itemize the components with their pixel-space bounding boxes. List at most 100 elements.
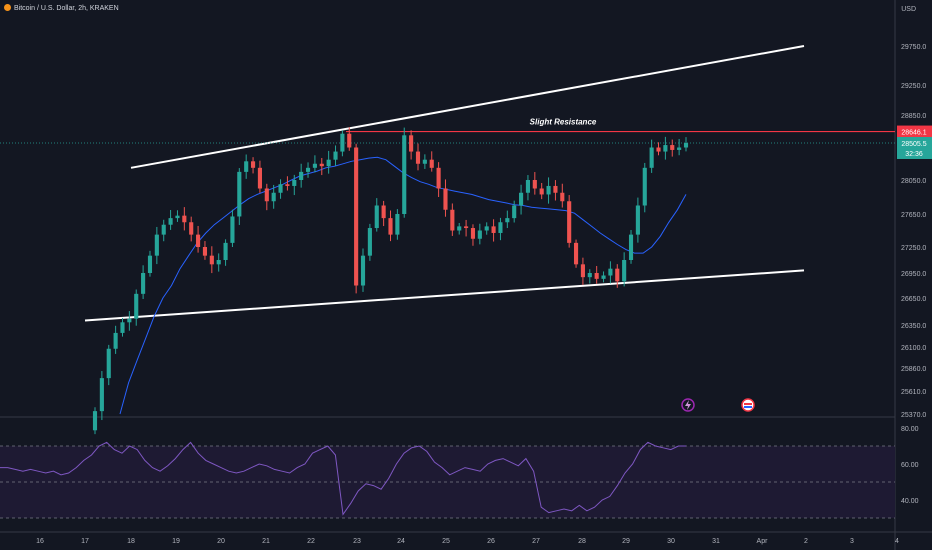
candle-body bbox=[134, 293, 139, 319]
candle bbox=[642, 162, 647, 213]
candle-body bbox=[429, 159, 434, 168]
candle bbox=[202, 241, 208, 260]
candle bbox=[457, 222, 462, 235]
candle-body bbox=[608, 268, 613, 276]
candle-body bbox=[663, 145, 668, 152]
candle-body bbox=[99, 378, 104, 412]
rsi-axis[interactable]: 80.00 60.00 40.00 bbox=[901, 426, 919, 505]
candle bbox=[333, 145, 338, 166]
candle-body bbox=[519, 192, 524, 206]
candle-body bbox=[381, 205, 386, 219]
candle bbox=[250, 157, 256, 174]
flag-icon-stripe bbox=[744, 406, 752, 408]
candle bbox=[683, 137, 689, 152]
candle-body bbox=[464, 226, 469, 229]
candle bbox=[663, 136, 668, 160]
last-price-label-bg bbox=[897, 136, 932, 159]
flag-event-marker bbox=[741, 398, 755, 412]
time-tick-label: 4 bbox=[895, 538, 899, 545]
candle-body bbox=[649, 147, 654, 168]
candle-body bbox=[587, 273, 592, 278]
candle bbox=[539, 182, 544, 200]
candle-body bbox=[532, 180, 537, 189]
candle-body bbox=[622, 260, 627, 282]
candle bbox=[120, 317, 125, 337]
candle bbox=[498, 217, 503, 241]
candle-body bbox=[360, 255, 366, 286]
candle bbox=[381, 200, 386, 227]
candle-body bbox=[367, 228, 372, 256]
time-tick-label: 29 bbox=[622, 538, 630, 545]
time-tick-label: 26 bbox=[487, 538, 495, 545]
candle-body bbox=[299, 171, 304, 180]
candle bbox=[635, 197, 640, 243]
candle bbox=[168, 210, 173, 230]
flag-icon-stripe bbox=[744, 403, 752, 405]
candle bbox=[367, 223, 372, 261]
candle-body bbox=[189, 222, 194, 235]
candle bbox=[484, 222, 489, 235]
event-markers[interactable] bbox=[681, 398, 755, 412]
rsi-line bbox=[0, 441, 686, 516]
candle-body bbox=[415, 151, 421, 164]
rsi-tick-label: 80.00 bbox=[901, 426, 919, 433]
candle bbox=[395, 209, 400, 240]
candle bbox=[292, 174, 297, 196]
time-tick-label: 28 bbox=[578, 538, 586, 545]
candle-body bbox=[347, 133, 352, 148]
candle bbox=[196, 225, 201, 253]
candle-body bbox=[154, 234, 159, 256]
candle bbox=[237, 168, 242, 225]
price-tick-label: 28850.0 bbox=[901, 113, 926, 120]
trendlines[interactable] bbox=[84, 45, 805, 322]
price-tick-label: 28050.0 bbox=[901, 178, 926, 185]
candle-body bbox=[422, 159, 427, 164]
candle bbox=[175, 210, 180, 222]
candle-body bbox=[580, 264, 585, 278]
chart-header: Bitcoin / U.S. Dollar, 2h, KRAKEN bbox=[4, 4, 119, 12]
candle bbox=[560, 183, 565, 208]
bitcoin-icon bbox=[4, 4, 11, 11]
candle-body bbox=[182, 215, 187, 223]
candle-body bbox=[409, 135, 414, 152]
last-price-label: 28505.5 32:36 bbox=[897, 136, 932, 159]
price-tick-label: 27250.0 bbox=[901, 245, 926, 252]
candle-body bbox=[278, 184, 283, 193]
resistance-line[interactable]: Slight Resistance bbox=[0, 118, 895, 144]
candle-body bbox=[457, 226, 462, 231]
candle-body bbox=[285, 184, 290, 186]
candle bbox=[525, 175, 531, 201]
candle bbox=[285, 176, 290, 191]
candle-body bbox=[677, 147, 682, 150]
candle bbox=[436, 162, 441, 197]
candle-body bbox=[594, 273, 599, 279]
rsi-tick-label: 60.00 bbox=[901, 462, 919, 469]
candle bbox=[305, 162, 311, 178]
candle bbox=[594, 265, 599, 284]
candle-body bbox=[250, 161, 256, 168]
candle bbox=[141, 265, 146, 299]
rsi-band bbox=[0, 445, 895, 519]
price-axis[interactable]: 29750.0 29250.0 28850.0 28050.0 27650.0 27250… bbox=[897, 44, 932, 419]
candle bbox=[244, 154, 249, 179]
time-tick-label: 17 bbox=[81, 538, 89, 545]
candle bbox=[127, 311, 132, 331]
candle-body bbox=[470, 228, 476, 239]
candle bbox=[182, 207, 187, 231]
time-tick-label: 23 bbox=[353, 538, 361, 545]
candle-body bbox=[402, 135, 407, 214]
candle-body bbox=[244, 161, 249, 172]
price-tick-label: 26650.0 bbox=[901, 296, 926, 303]
candle bbox=[464, 219, 469, 237]
candle bbox=[615, 264, 620, 288]
candle-body bbox=[271, 192, 276, 202]
candle-body bbox=[484, 226, 489, 231]
candle-body bbox=[395, 214, 400, 235]
candle bbox=[622, 252, 627, 287]
time-tick-label: 27 bbox=[532, 538, 540, 545]
candle bbox=[628, 230, 634, 264]
time-tick-label: 20 bbox=[217, 538, 225, 545]
candle bbox=[264, 183, 269, 211]
time-axis[interactable]: 16 17 18 19 20 21 22 23 24 25 26 27 28 29 30 31 Apr 2 3 4 bbox=[36, 538, 899, 545]
